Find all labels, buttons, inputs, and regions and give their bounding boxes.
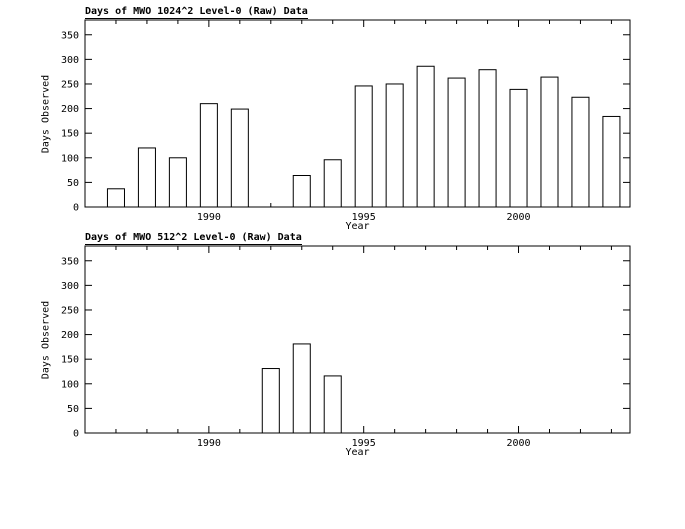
y-tick-label: 150: [61, 129, 79, 140]
bar-1988: [137, 147, 156, 208]
chart-512-panel: Days of MWO 512^2 Level-0 (Raw) Data 0 50…: [0, 228, 685, 473]
chart-title-512: Days of MWO 512^2 Level-0 (Raw) Data: [85, 232, 302, 245]
bar-1999: [478, 69, 497, 208]
y-tick-label: 200: [61, 330, 79, 341]
plot-box: [84, 245, 631, 434]
bar-1998: [447, 77, 466, 208]
x-axis-label: Year: [345, 221, 370, 232]
x-tick-label: 1995: [352, 212, 376, 223]
x-tick-label: 1995: [352, 438, 376, 449]
plot-area-512: 0 50 100 150 200 250 300 350 1990 1995 2000: [61, 245, 631, 449]
y-tick-label: 50: [67, 178, 79, 189]
bar-1991: [230, 108, 249, 208]
y-tick-label: 50: [67, 404, 79, 415]
y-tick-label: 250: [61, 79, 79, 90]
bar-1993: [292, 175, 311, 208]
bar-1992: [261, 368, 280, 434]
x-axis-label: Year: [345, 447, 370, 458]
bar-1987: [106, 188, 125, 208]
y-tick-label: 200: [61, 104, 79, 115]
bar-1994: [323, 375, 342, 434]
y-tick-label: 0: [73, 429, 79, 440]
x-tick-label: 2000: [506, 212, 530, 223]
chart-1024-panel: Days of MWO 1024^2 Level-0 (Raw) Data 0 5…: [0, 2, 685, 247]
y-tick-label: 100: [61, 153, 79, 164]
y-tick-label: 300: [61, 281, 79, 292]
y-tick-label: 150: [61, 355, 79, 366]
y-tick-label: 350: [61, 30, 79, 41]
bar-2001: [540, 76, 559, 208]
y-tick-label: 300: [61, 55, 79, 66]
plot-area-1024: 0 50 100 150 200 250 300 350 1990 1995 2000: [61, 19, 631, 223]
y-axis-label: Days Observed: [40, 300, 52, 380]
bar-1996: [385, 83, 404, 208]
x-tick-label: 1990: [197, 212, 221, 223]
bar-1990: [199, 103, 218, 208]
bar-2000: [509, 88, 528, 208]
x-tick-label: 1990: [197, 438, 221, 449]
bar-1993: [292, 343, 311, 434]
bar-1997: [416, 65, 435, 208]
bar-1995: [354, 85, 373, 208]
y-tick-label: 250: [61, 305, 79, 316]
y-tick-label: 0: [73, 203, 79, 214]
bar-1989: [168, 157, 187, 208]
y-tick-label: 350: [61, 256, 79, 267]
x-tick-label: 2000: [506, 438, 530, 449]
y-tick-label: 100: [61, 379, 79, 390]
bar-1994: [323, 159, 342, 208]
bar-2003: [602, 115, 621, 208]
bar-2002: [571, 96, 590, 208]
y-axis-label: Days Observed: [40, 74, 52, 154]
chart-title-1024: Days of MWO 1024^2 Level-0 (Raw) Data: [85, 6, 308, 19]
